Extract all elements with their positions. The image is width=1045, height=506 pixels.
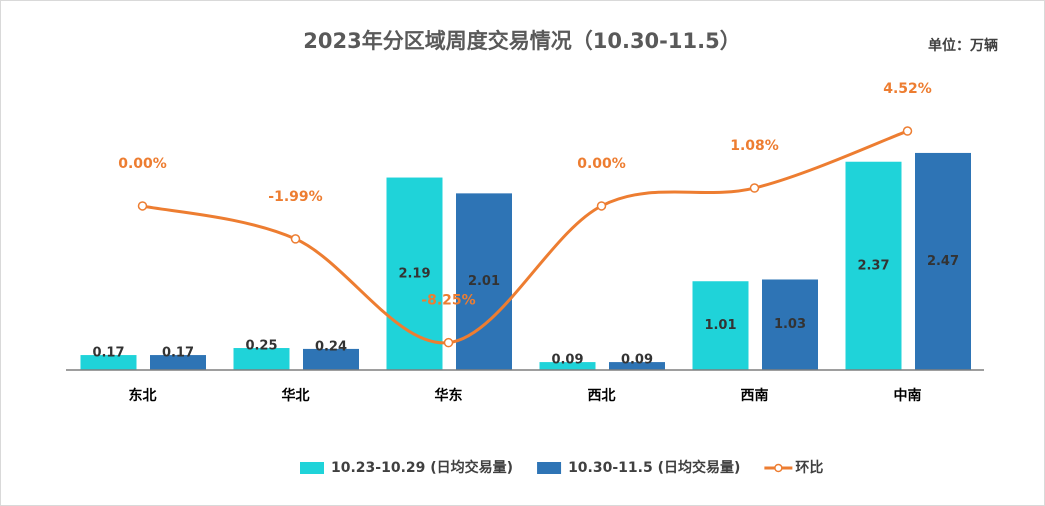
bar [845, 161, 902, 370]
bar [539, 362, 596, 370]
data-label: -8.25% [421, 293, 475, 309]
line-marker [290, 234, 301, 244]
data-label: 2.47 [927, 254, 959, 269]
unit-label: 单位：万辆 [928, 37, 998, 54]
x-tick-label: 中南 [894, 387, 922, 404]
line-marker [902, 126, 913, 136]
x-tick-label: 华北 [282, 387, 310, 404]
line-marker [596, 201, 607, 211]
x-tick-label: 东北 [129, 387, 157, 404]
legend-label: 10.23-10.29 (日均交易量) [331, 459, 513, 476]
legend-swatch [300, 462, 324, 474]
bar [150, 355, 206, 370]
data-label: 2.37 [857, 258, 889, 273]
data-label: 4.52% [883, 81, 932, 97]
data-label: 1.08% [730, 138, 779, 154]
data-label: 0.25 [245, 339, 277, 354]
bar [233, 348, 290, 370]
data-label: 0.00% [118, 156, 167, 172]
legend-swatch [537, 462, 562, 474]
data-label: 0.24 [315, 339, 347, 354]
data-label: 2.19 [398, 266, 430, 281]
legend-swatch [774, 463, 783, 473]
data-label: 1.01 [704, 318, 736, 333]
bar [692, 281, 749, 370]
line [142, 129, 909, 345]
bar [386, 177, 443, 370]
data-label: 1.03 [774, 317, 806, 332]
bar [915, 152, 971, 370]
bar [609, 362, 665, 370]
line-marker [749, 183, 760, 193]
data-label: 0.09 [551, 353, 583, 368]
data-label: -1.99% [268, 189, 322, 205]
bar [303, 348, 359, 370]
bar [762, 279, 818, 370]
bar [456, 193, 512, 370]
data-label: 0.17 [162, 346, 194, 361]
legend-label: 10.30-11.5 (日均交易量) [568, 459, 740, 476]
data-label: 0.09 [621, 353, 653, 368]
legend-label: 环比 [795, 459, 823, 476]
x-tick-label: 西南 [741, 387, 769, 404]
data-label: 0.00% [577, 156, 626, 172]
x-tick-label: 西北 [588, 388, 616, 404]
bar [80, 355, 137, 370]
data-label: 0.17 [92, 346, 124, 361]
chart-title: 2023年分区域周度交易情况（10.30-11.5） [303, 29, 740, 53]
x-tick-label: 华东 [435, 387, 463, 404]
line-marker [443, 337, 454, 348]
line-marker [137, 201, 148, 211]
data-label: 2.01 [468, 274, 500, 289]
